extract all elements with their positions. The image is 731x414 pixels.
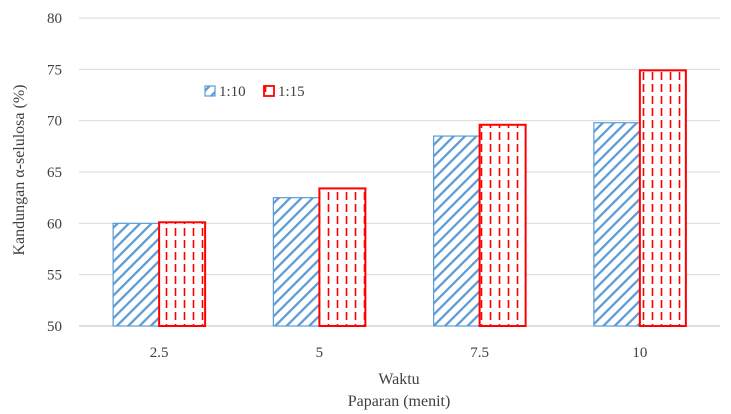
legend-swatch-1-10 bbox=[204, 85, 216, 97]
legend-label-1-10: 1:10 bbox=[219, 84, 246, 100]
y-tick-label: 65 bbox=[47, 165, 62, 181]
y-tick-label: 55 bbox=[47, 268, 62, 284]
y-axis-label: Kandungan α-selulosa (%) bbox=[11, 85, 28, 256]
y-tick-labels: 50 55 60 65 70 75 80 bbox=[47, 11, 62, 335]
y-tick-label: 80 bbox=[47, 11, 62, 27]
bar-1-15-7.5 bbox=[478, 123, 527, 327]
x-tick-label: 2.5 bbox=[150, 345, 169, 361]
legend-swatch-1-15 bbox=[263, 85, 275, 97]
legend-label-1-15: 1:15 bbox=[278, 84, 305, 100]
x-tick-label: 5 bbox=[316, 345, 324, 361]
bar-1-15-10 bbox=[638, 69, 687, 327]
bar-1-15-5 bbox=[318, 187, 367, 327]
bars bbox=[112, 69, 687, 328]
x-tick-label: 10 bbox=[632, 345, 647, 361]
y-tick-label: 70 bbox=[47, 114, 62, 130]
y-tick-label: 50 bbox=[47, 319, 62, 335]
bar-1-10-10 bbox=[593, 122, 641, 327]
bar-1-10-5 bbox=[272, 197, 320, 327]
y-tick-label: 75 bbox=[47, 62, 62, 78]
x-axis-label-line-2: Paparan (menit) bbox=[348, 393, 451, 410]
x-tick-label: 7.5 bbox=[470, 345, 489, 361]
bar-1-10-7.5 bbox=[433, 135, 481, 327]
bar-1-15-2.5 bbox=[158, 221, 207, 328]
y-tick-label: 60 bbox=[47, 216, 62, 232]
legend: 1:10 1:15 bbox=[204, 84, 305, 100]
x-axis-label-line-1: Waktu bbox=[378, 371, 419, 388]
x-tick-labels: 2.5 5 7.5 10 bbox=[150, 345, 648, 361]
bar-1-10-2.5 bbox=[112, 222, 160, 327]
